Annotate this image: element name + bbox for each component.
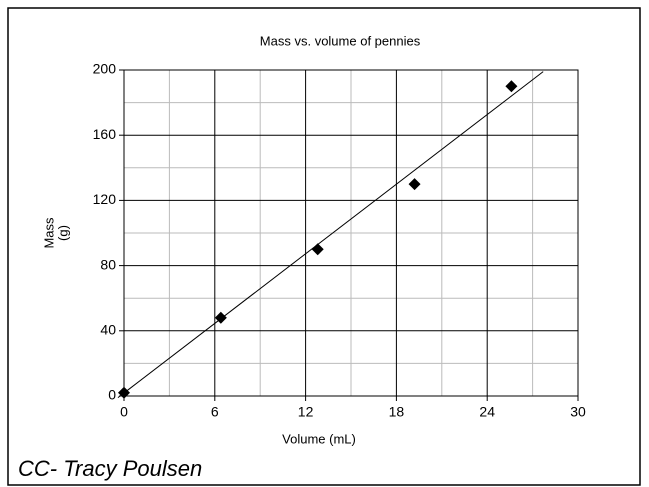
y-tick-label: 80 xyxy=(100,256,116,272)
trendline xyxy=(117,71,544,399)
x-axis-label: Volume (mL) xyxy=(282,431,356,446)
data-point xyxy=(118,386,130,399)
y-axis-label: (g) xyxy=(55,225,70,241)
y-axis-label: Mass xyxy=(41,217,56,249)
frame xyxy=(7,7,641,486)
x-tick-label: 6 xyxy=(211,404,219,420)
x-tick-label: 18 xyxy=(389,404,405,420)
chart-title: Mass vs. volume of pennies xyxy=(260,33,421,48)
data-point xyxy=(408,178,421,191)
y-tick-label: 0 xyxy=(108,387,116,403)
data-point xyxy=(214,311,227,324)
plot-border xyxy=(123,69,579,397)
x-tick-label: 0 xyxy=(120,404,128,420)
credit: CC- Tracy Poulsen xyxy=(18,456,202,481)
x-tick-label: 12 xyxy=(298,404,314,420)
y-tick-label: 160 xyxy=(93,126,117,142)
x-tick-label: 30 xyxy=(570,404,586,420)
data-point xyxy=(311,243,324,256)
y-tick-label: 120 xyxy=(93,191,117,207)
data-point xyxy=(505,80,518,93)
y-tick-label: 200 xyxy=(93,61,117,77)
x-tick-label: 24 xyxy=(479,404,495,420)
y-tick-label: 40 xyxy=(100,322,116,338)
